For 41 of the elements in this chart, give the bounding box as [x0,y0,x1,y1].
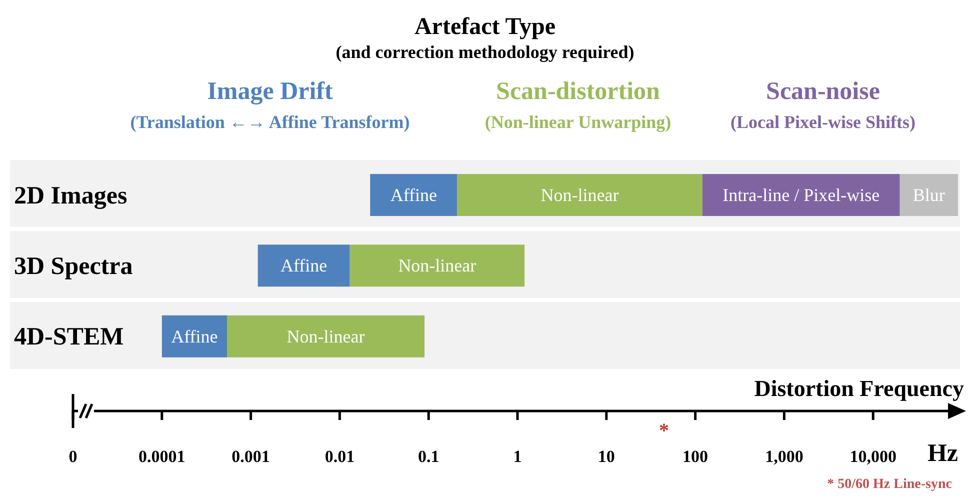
bar [457,174,702,216]
x-tick-label: 0.1 [418,447,440,466]
text: Non-linear [398,256,476,276]
bar [258,244,350,287]
text: (Local Pixel-wise Shifts) [730,112,916,132]
series-label: Intra-line / Pixel-wise [722,185,880,205]
text: (Non-linear Unwarping) [484,112,672,132]
text: Affine [390,185,438,205]
x-tick-label: 10,000 [850,447,896,466]
text: * [658,420,670,443]
x-axis-title: Distortion Frequency [754,376,964,402]
series-label: Blur [912,185,945,205]
text: Scan-distortion [496,78,660,105]
chart-subtitle: (and correction methodology required) [334,42,636,63]
x-tick-label: 0.001 [232,447,270,466]
x-tick-label: 0.01 [324,447,355,466]
chart-title: Artefact Type [413,14,557,41]
y-tick-label: 3D Spectra [14,253,134,280]
text: Scan-noise [766,78,880,105]
bar [702,174,900,216]
x-tick-label: 10 [598,447,615,466]
bar [350,244,525,287]
text: Hz [927,440,958,468]
x-tick-label: 100 [682,447,708,466]
bar [900,174,958,216]
y-tick-label: 2D Images [14,182,128,210]
text: Affine [280,256,328,276]
text: * 50/60 Hz Line-sync [827,477,952,493]
x-tick-label: 0 [68,447,78,466]
bar [162,315,228,358]
series-label: Affine [171,326,218,346]
bar [227,315,425,358]
x-tick-label: 0.0001 [138,447,186,466]
x-tick-label: 1,000 [765,447,804,466]
series-label: Non-linear [540,185,619,205]
x-tick-label: 1 [513,447,522,466]
text: (Translation ←→ Affine Transform) [129,112,411,133]
text: Image Drift [206,78,334,106]
text: Non-linear [286,326,365,346]
y-tick-label: 4D-STEM [14,324,124,351]
bar [370,174,458,216]
